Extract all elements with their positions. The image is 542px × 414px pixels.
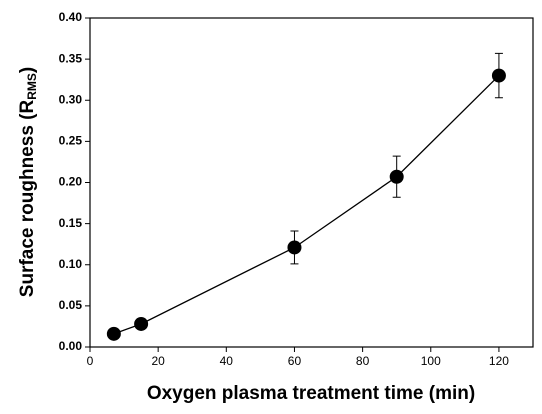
- data-point: [106, 326, 121, 341]
- y-tick-label: 0.25: [59, 134, 83, 148]
- plot-frame: [89, 17, 534, 348]
- data-line: [113, 75, 500, 335]
- x-axis-title: Oxygen plasma treatment time (min): [147, 383, 475, 404]
- y-tick-label: 0.40: [59, 10, 83, 24]
- y-tick-label: 0.15: [59, 216, 83, 230]
- y-tick-label: 0.20: [59, 175, 83, 189]
- data-point: [287, 240, 302, 255]
- y-tick-label: 0.35: [59, 51, 83, 65]
- x-tick-label: 100: [421, 354, 441, 368]
- y-tick-label: 0.30: [59, 92, 83, 106]
- x-tick-label: 40: [220, 354, 234, 368]
- x-tick-label: 120: [489, 354, 509, 368]
- data-point: [134, 316, 149, 331]
- y-axis-title-end: ): [17, 67, 38, 73]
- y-axis-title-sub: RMS: [25, 73, 39, 100]
- y-tick-label: 0.00: [59, 339, 83, 353]
- x-tick-label: 60: [288, 354, 302, 368]
- x-tick-label: 20: [151, 354, 165, 368]
- y-axis-title: Surface roughness (RRMS): [17, 67, 39, 297]
- x-tick-label: 80: [356, 354, 370, 368]
- x-tick-label: 0: [87, 354, 94, 368]
- y-axis-title-main: Surface roughness (R: [17, 100, 38, 298]
- data-point: [491, 68, 506, 83]
- y-tick-label: 0.10: [59, 257, 83, 271]
- y-tick-label: 0.05: [59, 298, 83, 312]
- data-point: [389, 169, 404, 184]
